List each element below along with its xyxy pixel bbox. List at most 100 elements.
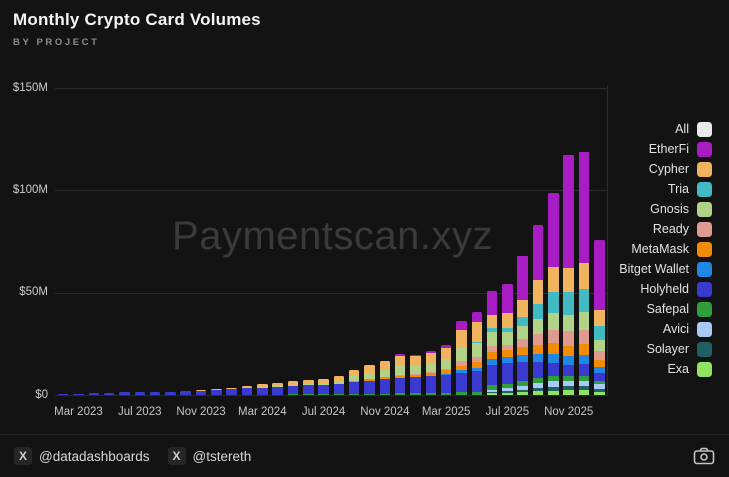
camera-button[interactable] [693, 447, 715, 465]
segment-metamask [425, 372, 437, 376]
y-axis-tick-label: $0 [35, 388, 48, 401]
segment-gnosis [333, 381, 345, 384]
bar-feb-2023[interactable] [57, 394, 69, 395]
segment-holyheld [486, 364, 498, 386]
bar-nov-2024[interactable] [379, 361, 391, 395]
bar-feb-2024[interactable] [241, 386, 253, 395]
segment-metamask [410, 374, 421, 378]
segment-bitget-wallet [548, 353, 559, 363]
segment-gnosis [348, 376, 360, 381]
bar-nov-2025[interactable] [563, 155, 574, 395]
legend-item-solayer[interactable]: Solayer [619, 341, 712, 357]
bar-jun-2024[interactable] [303, 380, 314, 395]
segment-solayer [563, 386, 574, 391]
bar-oct-2024[interactable] [364, 365, 375, 395]
x-axis-tick-label: Nov 2023 [176, 406, 226, 418]
bar-apr-2025[interactable] [456, 320, 467, 395]
legend-item-all[interactable]: All [619, 121, 712, 137]
page-subtitle: BY PROJECT [13, 37, 100, 48]
segment-holyheld [578, 364, 590, 376]
segment-cypher [578, 263, 590, 289]
legend-item-gnosis[interactable]: Gnosis [619, 201, 712, 217]
bar-may-2025[interactable] [471, 311, 483, 395]
bar-dec-2025[interactable] [578, 151, 590, 395]
bar-jan-2024[interactable] [226, 387, 237, 395]
bar-feb-2025[interactable] [425, 351, 437, 395]
segment-cypher [563, 267, 574, 293]
bar-may-2023[interactable] [103, 392, 115, 395]
segment-etherfi [563, 155, 574, 268]
segment-metamask [348, 380, 360, 383]
bar-sep-2025[interactable] [532, 225, 544, 395]
segment-ready [517, 339, 528, 347]
segment-metamask [517, 346, 528, 355]
segment-holyheld [257, 387, 268, 395]
legend-item-safepal[interactable]: Safepal [619, 301, 712, 317]
bar-jun-2025[interactable] [486, 291, 498, 395]
bar-aug-2023[interactable] [149, 391, 161, 395]
bar-jan-2026[interactable] [594, 239, 605, 395]
bar-mar-2024[interactable] [257, 384, 268, 395]
segment-metamask [486, 351, 498, 359]
legend-item-cypher[interactable]: Cypher [619, 161, 712, 177]
segment-metamask [364, 378, 375, 381]
footer-handle-datadashboards[interactable]: X @datadashboards [14, 447, 150, 465]
chart-legend: All EtherFi Cypher Tria Gnosis Ready MetaMask B… [619, 121, 712, 377]
legend-item-bitget-wallet[interactable]: Bitget Wallet [619, 261, 712, 277]
bar-apr-2023[interactable] [88, 393, 100, 395]
segment-gnosis [471, 342, 483, 357]
bar-apr-2024[interactable] [272, 382, 283, 395]
segment-safepal [578, 375, 590, 381]
bar-dec-2024[interactable] [394, 354, 406, 395]
bar-nov-2023[interactable] [195, 390, 207, 395]
segment-cypher [318, 378, 329, 383]
bar-oct-2025[interactable] [548, 193, 559, 395]
bar-oct-2023[interactable] [180, 391, 191, 395]
legend-item-avici[interactable]: Avici [619, 321, 712, 337]
segment-gnosis [394, 365, 406, 376]
bar-sep-2024[interactable] [348, 370, 360, 395]
legend-item-tria[interactable]: Tria [619, 181, 712, 197]
segment-holyheld [103, 392, 115, 395]
segment-holyheld [195, 390, 207, 395]
bar-jul-2025[interactable] [502, 284, 513, 395]
segment-ready [594, 351, 605, 360]
legend-swatch [697, 141, 712, 157]
bar-jan-2025[interactable] [410, 355, 421, 395]
footer-handle-tstereth[interactable]: X @tstereth [167, 447, 251, 465]
segment-tria [532, 304, 544, 320]
segment-etherfi [486, 291, 498, 315]
segment-cypher [364, 365, 375, 374]
legend-item-ready[interactable]: Ready [619, 221, 712, 237]
segment-holyheld [287, 385, 299, 395]
legend-item-etherfi[interactable]: EtherFi [619, 141, 712, 157]
segment-gnosis [517, 326, 528, 340]
segment-gnosis [272, 385, 283, 387]
legend-item-holyheld[interactable]: Holyheld [619, 281, 712, 297]
bar-sep-2023[interactable] [165, 391, 176, 395]
segment-bitget-wallet [440, 373, 452, 375]
bar-dec-2023[interactable] [211, 389, 222, 395]
bar-may-2024[interactable] [287, 381, 299, 395]
segment-holyheld [394, 378, 406, 394]
segment-bitget-wallet [578, 355, 590, 365]
segment-exa [594, 391, 605, 395]
segment-solayer [517, 389, 528, 392]
segment-safepal [486, 385, 498, 391]
segment-avici [486, 390, 498, 393]
bar-jul-2023[interactable] [134, 392, 145, 395]
bar-aug-2025[interactable] [517, 255, 528, 395]
segment-safepal [287, 394, 299, 395]
legend-item-metamask[interactable]: MetaMask [619, 241, 712, 257]
legend-item-exa[interactable]: Exa [619, 361, 712, 377]
bar-aug-2024[interactable] [333, 376, 345, 395]
bar-jun-2023[interactable] [119, 391, 130, 395]
legend-label: Holyheld [640, 282, 689, 297]
bar-jul-2024[interactable] [318, 378, 329, 395]
x-axis-tick-label: Mar 2023 [54, 406, 103, 418]
bar-mar-2025[interactable] [440, 345, 452, 395]
bar-mar-2023[interactable] [73, 393, 84, 395]
segment-holyheld [134, 392, 145, 395]
segment-metamask [502, 349, 513, 357]
